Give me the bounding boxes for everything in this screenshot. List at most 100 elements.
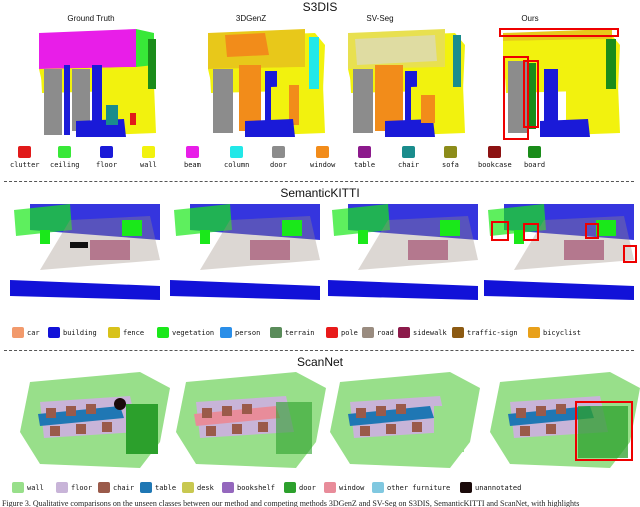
semantickitti-legend-item: vegetation — [157, 327, 214, 338]
legend-label: wall — [140, 161, 157, 169]
legend-label: building — [63, 328, 97, 337]
legend-swatch — [324, 482, 336, 493]
legend-label: door — [270, 161, 287, 169]
scannet-3dgenz-render — [176, 372, 326, 468]
scannet-ours-render — [490, 372, 640, 468]
legend-swatch — [48, 327, 60, 338]
legend-label: terrain — [285, 328, 315, 337]
legend-swatch — [157, 327, 169, 338]
legend-swatch — [58, 146, 72, 158]
scannet-legend-item: other furniture — [372, 482, 450, 493]
s3dis-legend-item: chair — [398, 146, 419, 169]
legend-label: person — [235, 328, 261, 337]
legend-label: chair — [113, 483, 135, 492]
semantickitti-legend-item: sidewalk — [398, 327, 447, 338]
s3dis-legend-item: wall — [140, 146, 157, 169]
s3dis-legend-item: bookcase — [478, 146, 512, 169]
scannet-legend-item: window — [324, 482, 364, 493]
scannet-legend-item: chair — [98, 482, 134, 493]
legend-label: bookshelf — [237, 483, 275, 492]
legend-label: desk — [197, 483, 214, 492]
legend-label: traffic-sign — [467, 328, 518, 337]
legend-label: road — [377, 328, 394, 337]
legend-swatch — [372, 482, 384, 493]
semantickitti-sv-seg-render — [328, 204, 478, 300]
legend-swatch — [443, 146, 457, 158]
figure-caption: Figure 3. Qualitative comparisons on the… — [2, 499, 580, 507]
scannet-sv-seg-render — [330, 372, 480, 468]
s3dis-legend-item: floor — [96, 146, 117, 169]
semantickitti-legend-item: terrain — [270, 327, 315, 338]
scannet-legend-item: wall — [12, 482, 44, 493]
scannet-legend-item: unannotated — [460, 482, 521, 493]
legend-swatch — [452, 327, 464, 338]
legend-label: floor — [71, 483, 93, 492]
legend-label: other furniture — [387, 483, 451, 492]
legend-swatch — [185, 146, 199, 158]
legend-label: clutter — [10, 161, 40, 169]
legend-swatch — [182, 482, 194, 493]
scannet-legend-item: door — [284, 482, 316, 493]
legend-label: unannotated — [475, 483, 522, 492]
legend-label: car — [27, 328, 40, 337]
legend-swatch — [402, 146, 416, 158]
legend-swatch — [358, 146, 372, 158]
s3dis-legend-item: sofa — [442, 146, 459, 169]
legend-label: sofa — [442, 161, 459, 169]
legend-swatch — [271, 146, 285, 158]
legend-swatch — [18, 146, 32, 158]
legend-swatch — [326, 327, 338, 338]
s3dis-legend-item: table — [354, 146, 375, 169]
section-divider — [4, 181, 634, 182]
legend-label: beam — [184, 161, 201, 169]
s3dis-legend-item: clutter — [10, 146, 40, 169]
legend-swatch — [284, 482, 296, 493]
legend-label: window — [339, 483, 365, 492]
s3dis-legend-item: window — [310, 146, 335, 169]
legend-swatch — [12, 327, 24, 338]
legend-swatch — [141, 146, 155, 158]
s3dis-ground-truth-render — [39, 29, 156, 137]
legend-swatch — [270, 327, 282, 338]
scannet-ground-truth-render — [20, 372, 170, 468]
legend-swatch — [108, 327, 120, 338]
legend-swatch — [56, 482, 68, 493]
scannet-legend-item: table — [140, 482, 176, 493]
method-label-ground-truth: Ground Truth — [67, 14, 115, 23]
s3dis-sv-seg-render — [348, 29, 465, 137]
semantickitti-legend-item: building — [48, 327, 97, 338]
legend-label: board — [524, 161, 546, 169]
semantickitti-ours-render — [484, 204, 637, 300]
legend-swatch — [362, 327, 374, 338]
legend-label: vegetation — [172, 328, 215, 337]
legend-label: chair — [398, 161, 420, 169]
s3dis-legend-item: ceiling — [50, 146, 80, 169]
semantickitti-ground-truth-render — [10, 204, 160, 300]
scannet-legend-item: desk — [182, 482, 214, 493]
legend-swatch — [100, 146, 114, 158]
legend-label: pole — [341, 328, 358, 337]
legend-label: wall — [27, 483, 44, 492]
semantickitti-legend-item: bicyclist — [528, 327, 581, 338]
legend-swatch — [528, 146, 542, 158]
legend-label: column — [224, 161, 250, 169]
semantickitti-legend-item: fence — [108, 327, 144, 338]
semantickitti-3dgenz-render — [170, 204, 320, 300]
method-label-sv-seg: SV-Seg — [366, 14, 394, 23]
semantickitti-legend-item: pole — [326, 327, 358, 338]
legend-label: table — [155, 483, 177, 492]
scannet-legend-item: floor — [56, 482, 92, 493]
legend-label: ceiling — [50, 161, 80, 169]
semantickitti-legend-item: road — [362, 327, 394, 338]
section-divider — [4, 350, 634, 351]
s3dis-title: S3DIS — [302, 0, 338, 14]
legend-label: door — [299, 483, 316, 492]
legend-label: table — [354, 161, 376, 169]
s3dis-legend-item: door — [270, 146, 287, 169]
legend-label: fence — [123, 328, 145, 337]
s3dis-legend-item: beam — [184, 146, 201, 169]
legend-swatch — [316, 146, 330, 158]
legend-swatch — [528, 327, 540, 338]
scannet-legend-item: bookshelf — [222, 482, 275, 493]
